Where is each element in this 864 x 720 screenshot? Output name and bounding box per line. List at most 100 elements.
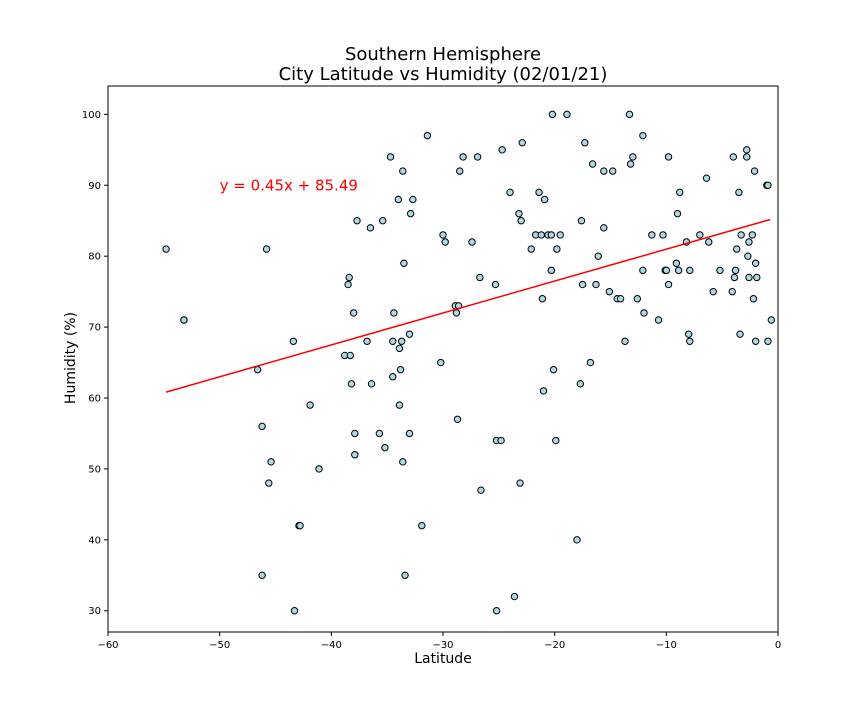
x-tick-label: 0 — [775, 640, 781, 651]
data-point — [497, 436, 505, 445]
data-point — [728, 287, 736, 296]
data-point — [397, 337, 406, 345]
data-point — [506, 188, 514, 197]
data-point — [258, 422, 266, 431]
data-point — [345, 273, 353, 282]
data-point — [468, 238, 476, 246]
data-point — [389, 373, 397, 381]
data-point — [347, 380, 356, 388]
data-point — [709, 287, 717, 296]
data-point — [633, 295, 641, 303]
data-point — [306, 401, 314, 409]
data-point — [674, 266, 683, 275]
data-point — [452, 309, 461, 317]
data-point — [730, 273, 739, 282]
data-point — [686, 337, 694, 345]
data-point — [344, 280, 352, 289]
chart-title-line-1: Southern Hemisphere — [345, 44, 541, 65]
data-point — [253, 365, 262, 374]
data-point — [381, 443, 389, 452]
data-point — [405, 330, 414, 338]
data-point — [629, 153, 637, 161]
x-tick-label: −60 — [97, 640, 118, 651]
data-point — [600, 224, 608, 232]
data-point — [751, 259, 760, 267]
data-point — [439, 231, 447, 239]
data-point — [744, 252, 752, 260]
data-point — [743, 146, 751, 154]
data-point — [673, 209, 682, 218]
x-tick-label: −10 — [656, 640, 677, 651]
data-point — [386, 153, 395, 161]
data-point — [737, 231, 745, 239]
data-point — [289, 337, 298, 345]
data-point — [353, 217, 361, 225]
data-point — [662, 266, 671, 275]
data-point — [367, 380, 376, 388]
data-point — [736, 330, 744, 338]
data-point — [764, 181, 772, 189]
data-point — [672, 259, 681, 267]
data-point — [456, 167, 464, 175]
y-tick-label: 50 — [88, 464, 101, 475]
data-point — [654, 316, 663, 324]
data-point — [731, 266, 740, 275]
data-point — [258, 571, 266, 579]
data-point — [453, 415, 462, 423]
y-tick-label: 80 — [88, 252, 101, 263]
data-point — [578, 280, 587, 289]
data-point — [517, 217, 525, 225]
data-point — [395, 344, 404, 353]
data-point — [576, 380, 585, 388]
data-point — [684, 330, 693, 338]
regression-line — [165, 218, 771, 393]
data-point — [351, 451, 359, 459]
data-point — [296, 521, 304, 530]
data-point — [548, 110, 557, 119]
data-point — [664, 280, 673, 289]
data-point — [696, 231, 704, 239]
data-point — [162, 245, 170, 253]
data-point — [594, 252, 602, 260]
data-point — [732, 245, 741, 253]
data-point — [748, 231, 757, 239]
data-point — [473, 153, 482, 161]
data-point — [315, 465, 323, 473]
data-point — [366, 224, 375, 232]
data-point — [437, 358, 445, 367]
data-point — [549, 365, 558, 374]
data-point — [547, 266, 556, 275]
y-tick-label: 70 — [88, 323, 101, 334]
data-point — [753, 273, 761, 282]
data-point — [705, 238, 713, 246]
chart-title-line-2: City Latitude vs Humidity (02/01/21) — [279, 64, 608, 85]
data-point — [577, 217, 586, 225]
data-point — [640, 309, 648, 317]
data-point — [395, 401, 404, 409]
data-point — [573, 536, 581, 544]
data-point — [538, 295, 547, 303]
data-point — [351, 429, 359, 438]
data-point — [639, 131, 647, 140]
data-point — [492, 607, 501, 615]
data-point — [389, 337, 397, 345]
data-point — [423, 131, 432, 140]
data-point — [498, 146, 506, 154]
data-point — [735, 188, 743, 197]
data-point — [399, 167, 407, 175]
data-point — [535, 188, 543, 197]
data-point — [476, 273, 484, 282]
data-point — [515, 209, 523, 218]
data-point — [363, 337, 371, 345]
data-point — [180, 316, 188, 324]
y-axis-label: Humidity (%) — [63, 312, 79, 404]
data-point — [540, 195, 549, 204]
data-point — [290, 607, 299, 615]
data-point — [592, 280, 600, 289]
data-point — [621, 337, 629, 345]
data-point — [518, 139, 526, 147]
data-point — [491, 280, 500, 289]
data-point — [659, 231, 667, 239]
data-point — [764, 337, 772, 345]
